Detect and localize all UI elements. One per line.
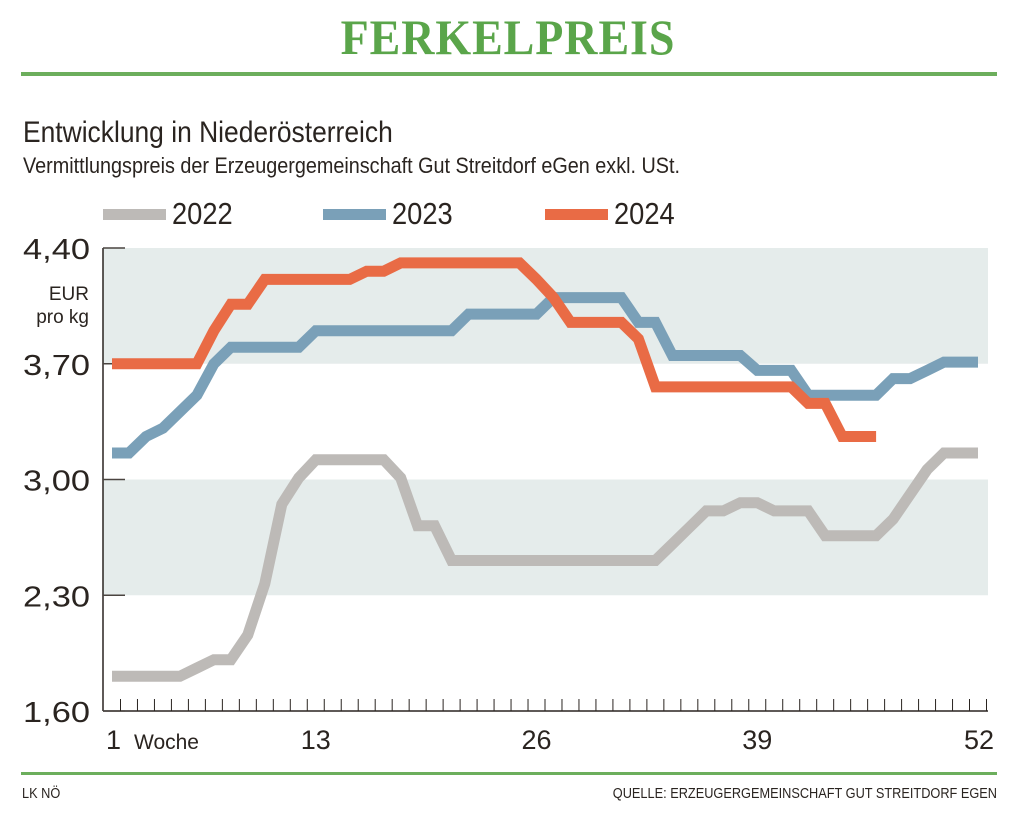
series-line-2024 [112,257,877,442]
footer-credit: LK NÖ [22,785,61,802]
x-tick-label: 1 [106,725,121,755]
y-axis-unit-label: pro kg [36,307,89,328]
y-tick-label: 3,00 [23,466,90,498]
footer-source: QUELLE: ERZEUGERGEMEINSCHAFT GUT STREITD… [612,785,997,802]
x-tick-label: 26 [521,725,551,755]
legend: 2022 2023 2024 [0,196,1016,236]
series-line-2023 [112,292,978,459]
legend-label-2024: 2024 [614,196,675,231]
axes [102,247,988,712]
y-axis-unit-label: EUR [49,284,89,305]
y-tick-label: 2,30 [23,581,90,613]
title-divider [21,72,997,76]
x-axis-label: Woche [134,731,199,754]
footer-divider [21,772,997,775]
legend-label-2023: 2023 [392,196,453,231]
x-tick-label: 13 [301,725,331,755]
y-tick-label: 3,70 [23,350,90,382]
legend-swatch-2024 [545,208,608,220]
legend-swatch-2023 [323,208,386,220]
chart-description: Vermittlungspreis der Erzeugergemeinscha… [23,153,680,178]
page-title: FERKELPREIS [340,9,676,65]
series-lines [112,257,978,682]
legend-swatch-2022 [103,208,166,220]
x-tick-label: 39 [742,725,772,755]
legend-item-2022: 2022 [103,196,241,232]
x-tick-label: 52 [964,725,994,755]
y-tick-label: 1,60 [23,697,90,729]
chart-subtitle: Entwicklung in Niederösterreich [23,116,393,149]
legend-item-2024: 2024 [545,196,683,232]
series-line-2022 [112,447,978,682]
y-tick-label: 4,40 [23,234,90,266]
legend-item-2023: 2023 [323,196,461,232]
legend-label-2022: 2022 [172,196,233,231]
